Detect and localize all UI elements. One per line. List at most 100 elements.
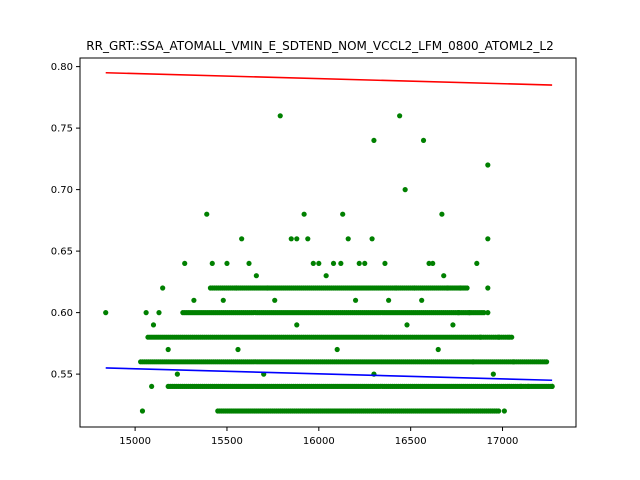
scatter-points <box>103 113 555 414</box>
data-point <box>382 260 388 267</box>
y-axis: 0.55 0.60 0.65 0.70 0.75 0.80 <box>51 62 80 381</box>
x-tick-label: 15000 <box>119 436 151 447</box>
data-point <box>477 334 484 340</box>
point-band <box>165 383 555 390</box>
data-point <box>143 310 149 316</box>
data-point <box>356 260 362 267</box>
data-point <box>156 310 162 316</box>
data-point <box>174 371 180 377</box>
data-point <box>294 236 300 242</box>
data-point <box>182 260 188 267</box>
data-point <box>430 260 436 267</box>
data-point <box>149 383 155 390</box>
data-point <box>457 285 463 291</box>
x-axis: 15000 15500 16000 16500 17000 <box>119 427 518 447</box>
data-point <box>103 310 109 316</box>
upper-limit-line <box>105 71 553 86</box>
data-point <box>352 297 359 303</box>
data-point <box>525 383 531 390</box>
x-tick-label: 17000 <box>487 436 519 447</box>
data-point <box>294 322 300 328</box>
data-point <box>435 346 441 353</box>
data-point <box>496 408 502 414</box>
x-tick-label: 16500 <box>395 436 427 447</box>
data-point <box>444 285 451 291</box>
data-point <box>204 211 210 217</box>
data-point <box>246 260 252 267</box>
data-point <box>386 297 392 303</box>
data-point <box>485 285 491 291</box>
data-point <box>338 260 344 267</box>
data-point <box>464 285 470 291</box>
data-point <box>470 359 476 365</box>
data-point <box>220 297 226 303</box>
point-band <box>138 359 548 365</box>
data-point <box>404 322 410 328</box>
data-point <box>466 310 473 316</box>
data-point <box>420 137 427 144</box>
data-point <box>334 346 340 353</box>
data-point <box>340 211 346 217</box>
data-point <box>301 211 307 217</box>
data-point <box>330 260 337 267</box>
y-tick-label: 0.70 <box>51 185 73 196</box>
data-point <box>233 285 239 291</box>
data-point <box>474 260 480 267</box>
x-tick-label: 15500 <box>211 436 243 447</box>
data-point <box>397 113 403 119</box>
data-point <box>139 408 146 414</box>
point-band <box>215 408 502 414</box>
x-tick-label: 16000 <box>303 436 335 447</box>
data-point <box>209 260 215 267</box>
data-point <box>277 113 283 119</box>
data-point <box>323 273 329 279</box>
data-point <box>455 310 462 316</box>
point-band <box>180 310 487 316</box>
y-tick-label: 0.65 <box>51 247 73 258</box>
data-point <box>253 273 259 279</box>
data-point <box>160 285 166 291</box>
data-point <box>549 383 555 390</box>
data-point <box>362 260 368 267</box>
data-point <box>501 408 507 414</box>
data-point <box>481 310 487 316</box>
data-point <box>411 285 417 291</box>
data-point <box>345 236 351 242</box>
data-point <box>439 211 445 217</box>
data-point <box>191 297 197 303</box>
data-point <box>288 236 294 242</box>
data-point <box>272 297 278 303</box>
point-band <box>207 285 470 291</box>
data-point <box>426 260 432 267</box>
point-band <box>145 334 515 340</box>
y-tick-label: 0.80 <box>51 62 73 73</box>
y-tick-label: 0.60 <box>51 308 73 319</box>
data-point <box>393 285 399 291</box>
data-point <box>150 322 157 328</box>
data-point <box>371 137 377 144</box>
data-point <box>496 334 502 340</box>
y-tick-label: 0.55 <box>51 370 73 381</box>
plot-frame <box>79 57 577 428</box>
data-point <box>239 236 245 242</box>
data-point <box>485 310 491 316</box>
data-point <box>305 236 311 242</box>
data-point <box>450 322 456 328</box>
data-point <box>165 346 171 353</box>
data-point <box>485 236 491 242</box>
data-point <box>316 260 322 267</box>
data-point <box>235 346 241 353</box>
data-point <box>485 162 491 168</box>
y-tick-label: 0.75 <box>51 124 73 135</box>
data-point <box>402 187 408 193</box>
data-point <box>224 260 230 267</box>
data-point <box>518 383 524 390</box>
data-point <box>264 285 270 291</box>
data-point <box>510 359 517 365</box>
data-point <box>490 371 496 377</box>
chart-title: RR_GRT::SSA_ATOMALL_VMIN_E_SDTEND_NOM_VC… <box>86 39 553 53</box>
lower-limit-line <box>105 367 553 382</box>
plot-area <box>103 71 555 414</box>
data-point <box>441 273 447 279</box>
